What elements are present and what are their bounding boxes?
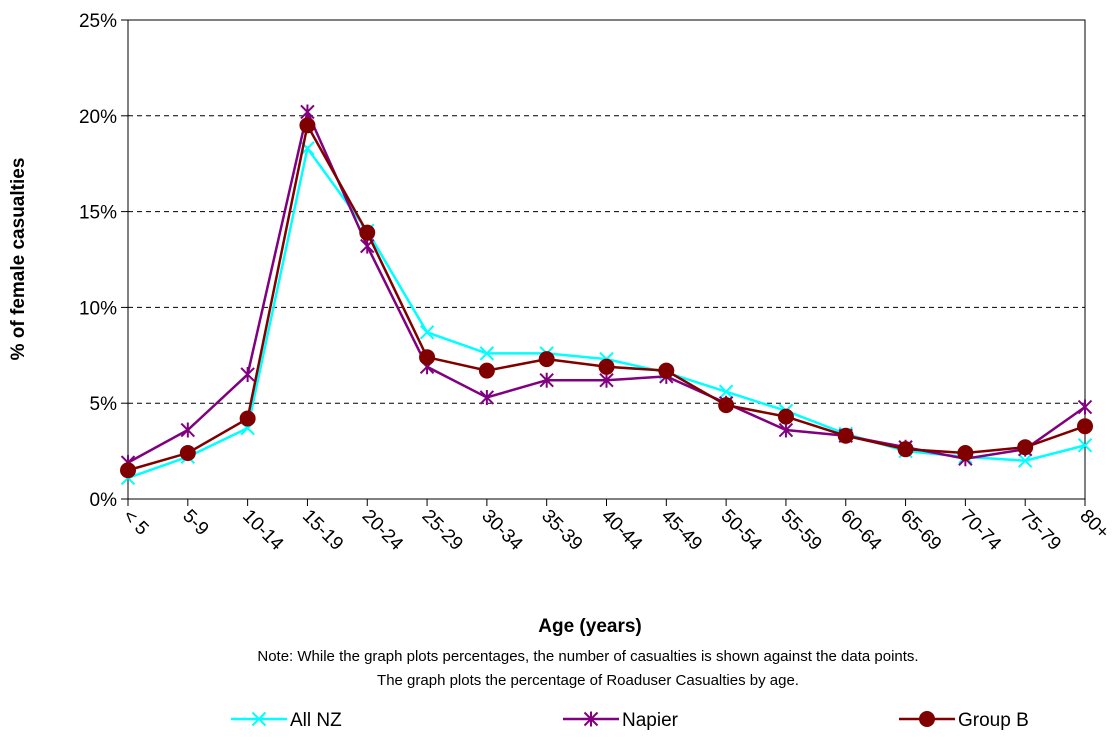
point-napier (1077, 399, 1093, 415)
gridlines (128, 115, 1085, 404)
point-napier (539, 372, 554, 388)
legend-item-group-b: Group B (899, 710, 1029, 731)
point-napier (479, 389, 495, 405)
series-line-all-nz (127, 145, 1086, 480)
x-tick-label: 80+ (1075, 506, 1113, 544)
legend-marker (583, 711, 599, 727)
point-napier (778, 422, 794, 438)
point-group-b (299, 117, 316, 134)
point-napier (300, 104, 315, 120)
legend-label: Group B (958, 710, 1029, 731)
x-tick-label: 15-19 (298, 506, 347, 555)
x-tick-label: 20-24 (358, 506, 408, 556)
x-tick-label: 60-64 (836, 506, 886, 556)
x-tick-label: 50-54 (717, 506, 767, 556)
legend-label: Napier (622, 710, 679, 731)
point-group-b (359, 224, 376, 241)
point-group-b (538, 351, 555, 368)
x-tick-label: 5-9 (178, 506, 212, 540)
series-line-napier (127, 108, 1086, 464)
x-tick-label: 30-34 (477, 506, 527, 556)
y-tick-label: 10% (79, 298, 117, 319)
legend: All NZ Napier Group B (231, 710, 1029, 731)
x-tick-label: < 5 (118, 506, 152, 540)
point-all-nz (419, 325, 435, 340)
series-napier (120, 104, 1093, 471)
y-tick-label: 20% (79, 107, 117, 128)
point-napier (180, 422, 196, 438)
legend-marker (251, 711, 267, 727)
x-tick-label: 10-14 (238, 506, 288, 556)
x-tick-label: 65-69 (896, 506, 945, 555)
point-all-nz (1077, 438, 1093, 453)
point-napier (599, 372, 614, 388)
series-all-nz (120, 141, 1093, 486)
x-tick-label: 55-59 (776, 506, 825, 555)
point-napier (240, 366, 255, 382)
x-axis-title: Age (years) (538, 616, 642, 637)
point-group-b (658, 362, 675, 379)
point-all-nz (718, 384, 734, 399)
legend-label: All NZ (290, 710, 342, 731)
series-group-b (120, 117, 1093, 479)
x-tick-label: 40-44 (597, 506, 647, 556)
point-group-b (957, 445, 974, 462)
point-group-b (1017, 439, 1034, 456)
point-group-b (718, 397, 735, 414)
series-layer (120, 104, 1093, 486)
x-tick-label: 70-74 (956, 506, 1006, 556)
point-group-b (1077, 418, 1093, 435)
legend-item-napier: Napier (563, 710, 679, 731)
y-tick-label: 5% (90, 394, 118, 415)
y-axis-title: % of female casualties (8, 158, 29, 361)
plot-area (127, 19, 1086, 500)
note-line-2: The graph plots the percentage of Roadus… (377, 672, 799, 689)
x-tick-label: 25-29 (418, 506, 467, 555)
point-group-b (120, 462, 136, 479)
point-group-b (598, 358, 615, 375)
note-line-1: Note: While the graph plots percentages,… (257, 648, 918, 665)
y-tick-label: 25% (79, 11, 117, 32)
point-all-nz (479, 346, 495, 361)
x-tick-label: 75-79 (1016, 506, 1065, 555)
x-tick-label: 45-49 (657, 506, 706, 555)
point-group-b (777, 408, 794, 425)
point-group-b (897, 441, 914, 458)
point-all-nz (1017, 453, 1033, 468)
series-line-group-b (127, 121, 1086, 472)
point-group-b (179, 445, 196, 462)
y-axis: 0% 5% 10% 15% 20% 25% (79, 11, 128, 511)
y-tick-label: 0% (90, 490, 118, 511)
x-axis: < 5 5-9 10-14 15-19 20-24 25-29 30-34 35-39 40-4… (118, 499, 1113, 555)
point-group-b (239, 410, 256, 427)
point-group-b (419, 349, 436, 366)
x-tick-label: 35-39 (537, 506, 586, 555)
legend-marker (919, 711, 935, 727)
y-tick-label: 15% (79, 203, 117, 224)
point-group-b (478, 362, 495, 379)
point-group-b (837, 427, 854, 444)
legend-item-all-nz: All NZ (231, 710, 342, 731)
